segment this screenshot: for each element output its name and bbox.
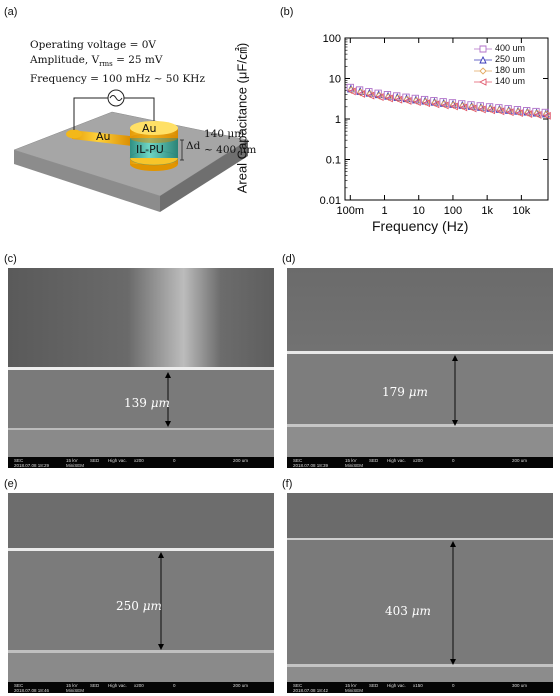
legend-marker [474, 55, 492, 64]
chart-legend: 400 um 250 um 180 um 140 um [473, 43, 525, 87]
amplitude-text: Amplitude, Vrms = 25 mV [30, 54, 163, 69]
thickness-label-top: 140 μm [204, 128, 245, 140]
series-4-point [524, 110, 533, 118]
legend-entry: 400 um [473, 43, 525, 54]
panel-label-e: (e) [4, 478, 18, 490]
legend-label: 140 um [495, 76, 526, 86]
il-pu-label: IL-PU [136, 143, 164, 156]
series-4-point [431, 100, 440, 109]
legend-entry: 140 um [473, 76, 525, 87]
series-1-point [541, 108, 549, 117]
legend-entry: 250 um [473, 54, 525, 65]
substrate-front [14, 150, 160, 212]
x-tick-label: 10 [413, 205, 425, 217]
sem-info-bar-c: SEC 2018.07.08 18:29 15 kV MiniSEM SED High… [8, 457, 274, 468]
chart-xlabel: Frequency (Hz) [372, 218, 469, 234]
sem-info-bar-f: SEC 2018.07.08 18:42 15 kV MiniSEM SED High… [287, 682, 553, 693]
panel-label-f: (f) [282, 478, 293, 490]
capacitance-chart: 0.01 0.1 1 10 100 100m 1 10 100 1k 10k [320, 33, 551, 217]
frequency-range-text: Frequency = 100 mHz ~ 50 KHz [30, 73, 205, 86]
series-4-point [422, 99, 431, 108]
series-1-point [513, 106, 522, 114]
y-tick-label: 0.01 [320, 195, 341, 207]
y-tick-label: 10 [329, 74, 341, 86]
legend-label: 180 um [495, 65, 526, 75]
series-4-point [542, 111, 551, 120]
sem-image-d: 179 μm SEC 2018.07.08 18:39 15 kV MiniSEM … [287, 268, 553, 468]
thickness-measurement-c: 139 μm [124, 396, 170, 410]
y-tick-label: 100 [323, 33, 341, 45]
series-4-point [366, 91, 375, 100]
x-tick-label: 1k [481, 205, 493, 217]
x-tick-label: 1 [381, 205, 387, 217]
au-trace [70, 130, 132, 146]
series-4-point [394, 95, 403, 104]
y-tick-label: 1 [335, 114, 341, 126]
operating-voltage-text: Operating voltage = 0V [30, 39, 156, 51]
delta-d-label: Δd [186, 140, 201, 152]
series-4-point [496, 107, 505, 116]
series-4-point [533, 110, 542, 119]
series-4-point [487, 106, 496, 115]
x-tick-label: 100m [337, 205, 365, 217]
legend-label: 250 um [495, 54, 526, 64]
thickness-label-bottom: ~ 400 μm [204, 144, 257, 156]
panel-label-b: (b) [280, 6, 294, 18]
series-4-point [385, 94, 393, 103]
series-4-point [515, 109, 523, 118]
au-trace-label: Au [96, 130, 111, 143]
panel-label-d: (d) [282, 253, 296, 265]
series-4-point [477, 105, 486, 114]
sem-image-e: 250 μm SEC 2018.07.08 18:46 15 kV MiniSEM … [8, 493, 274, 693]
x-tick-label: 100 [444, 205, 462, 217]
panel-label-a: (a) [4, 6, 18, 18]
schematic-conditions: Operating voltage = 0V Amplitude, Vrms =… [30, 38, 205, 87]
x-tick-label: 10k [513, 205, 531, 217]
legend-label: 400 um [495, 43, 526, 53]
series-1-point [532, 107, 540, 116]
panel-label-c: (c) [4, 253, 17, 265]
series-4-point [440, 101, 449, 110]
device-schematic [13, 89, 249, 212]
series-1-point [523, 107, 531, 115]
series-4-point [412, 98, 421, 107]
au-top-label: Au [142, 122, 157, 135]
sem-info-bar-d: SEC 2018.07.08 18:39 15 kV MiniSEM SED High… [287, 457, 553, 468]
legend-entry: 180 um [473, 65, 525, 76]
sem-image-c: 139 μm SEC 2018.07.08 18:29 15 kV MiniSEM … [8, 268, 274, 468]
substrate-side [160, 140, 248, 212]
series-4-point [468, 104, 477, 113]
series-4-point [375, 93, 384, 102]
chart-ylabel: Areal Capacitance (μF/㎠) [234, 42, 250, 194]
series-4-point [450, 102, 458, 111]
thickness-measurement-d: 179 μm [382, 385, 428, 399]
series-4-point [459, 103, 468, 112]
sem-info-bar-e: SEC 2018.07.08 18:46 15 kV MiniSEM SED High… [8, 682, 274, 693]
legend-marker [474, 78, 492, 86]
legend-marker [474, 67, 492, 75]
series-4-point [403, 97, 412, 105]
legend-marker [474, 45, 492, 53]
sem-image-f: 403 μm SEC 2018.07.08 18:42 15 kV MiniSEM … [287, 493, 553, 693]
series-4-point [505, 108, 514, 117]
series-4-point [347, 87, 356, 96]
y-tick-label: 0.1 [326, 155, 341, 167]
thickness-measurement-e: 250 μm [116, 599, 162, 613]
thickness-measurement-f: 403 μm [385, 604, 431, 618]
series-4-point [357, 89, 366, 98]
